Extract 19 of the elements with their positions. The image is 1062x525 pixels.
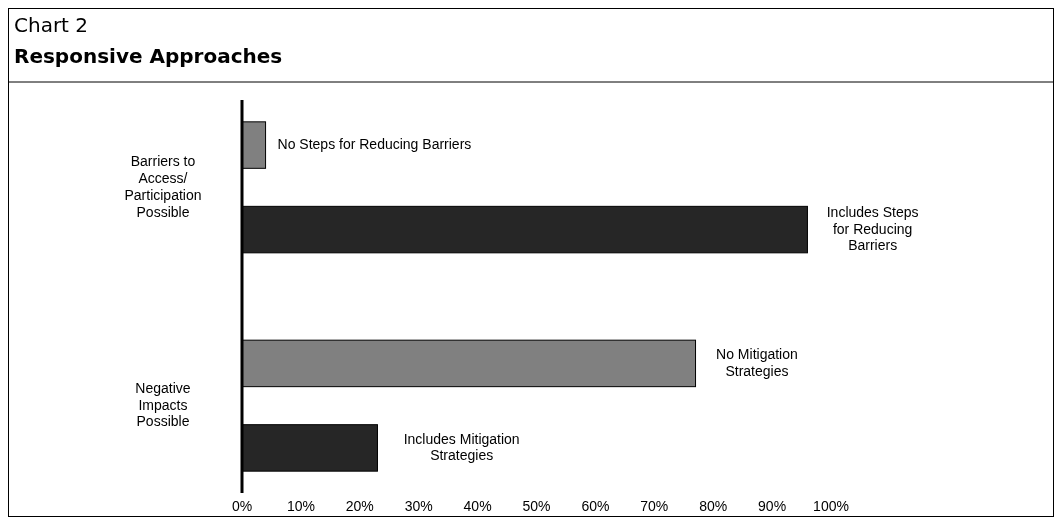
chart-subtitle: Responsive Approaches	[14, 44, 283, 68]
x-tick-label: 70%	[640, 498, 669, 514]
x-tick-label: 60%	[581, 498, 610, 514]
x-tick-label: 50%	[522, 498, 551, 514]
y-tick-label: Barriers to Access/ Participation Possible	[124, 152, 202, 220]
x-tick-label: 30%	[404, 498, 433, 514]
x-tick-label: 80%	[699, 498, 728, 514]
y-tick-label: Negative Impacts Possible	[135, 379, 191, 430]
data-label: No Steps for Reducing Barriers	[277, 135, 472, 152]
x-tick-label: 20%	[345, 498, 374, 514]
x-tick-label: 100%	[813, 498, 849, 514]
data-label: Includes Steps for Reducing Barriers	[826, 203, 919, 254]
text: Chart 2	[14, 13, 89, 37]
x-tick-label: 40%	[463, 498, 492, 514]
x-tick-label: 90%	[758, 498, 787, 514]
x-tick-label: 10%	[286, 498, 315, 514]
data-label: Includes Mitigation Strategies	[403, 430, 520, 464]
data-label: No Mitigation Strategies	[716, 345, 798, 379]
x-tick-label: 0%	[231, 498, 253, 514]
